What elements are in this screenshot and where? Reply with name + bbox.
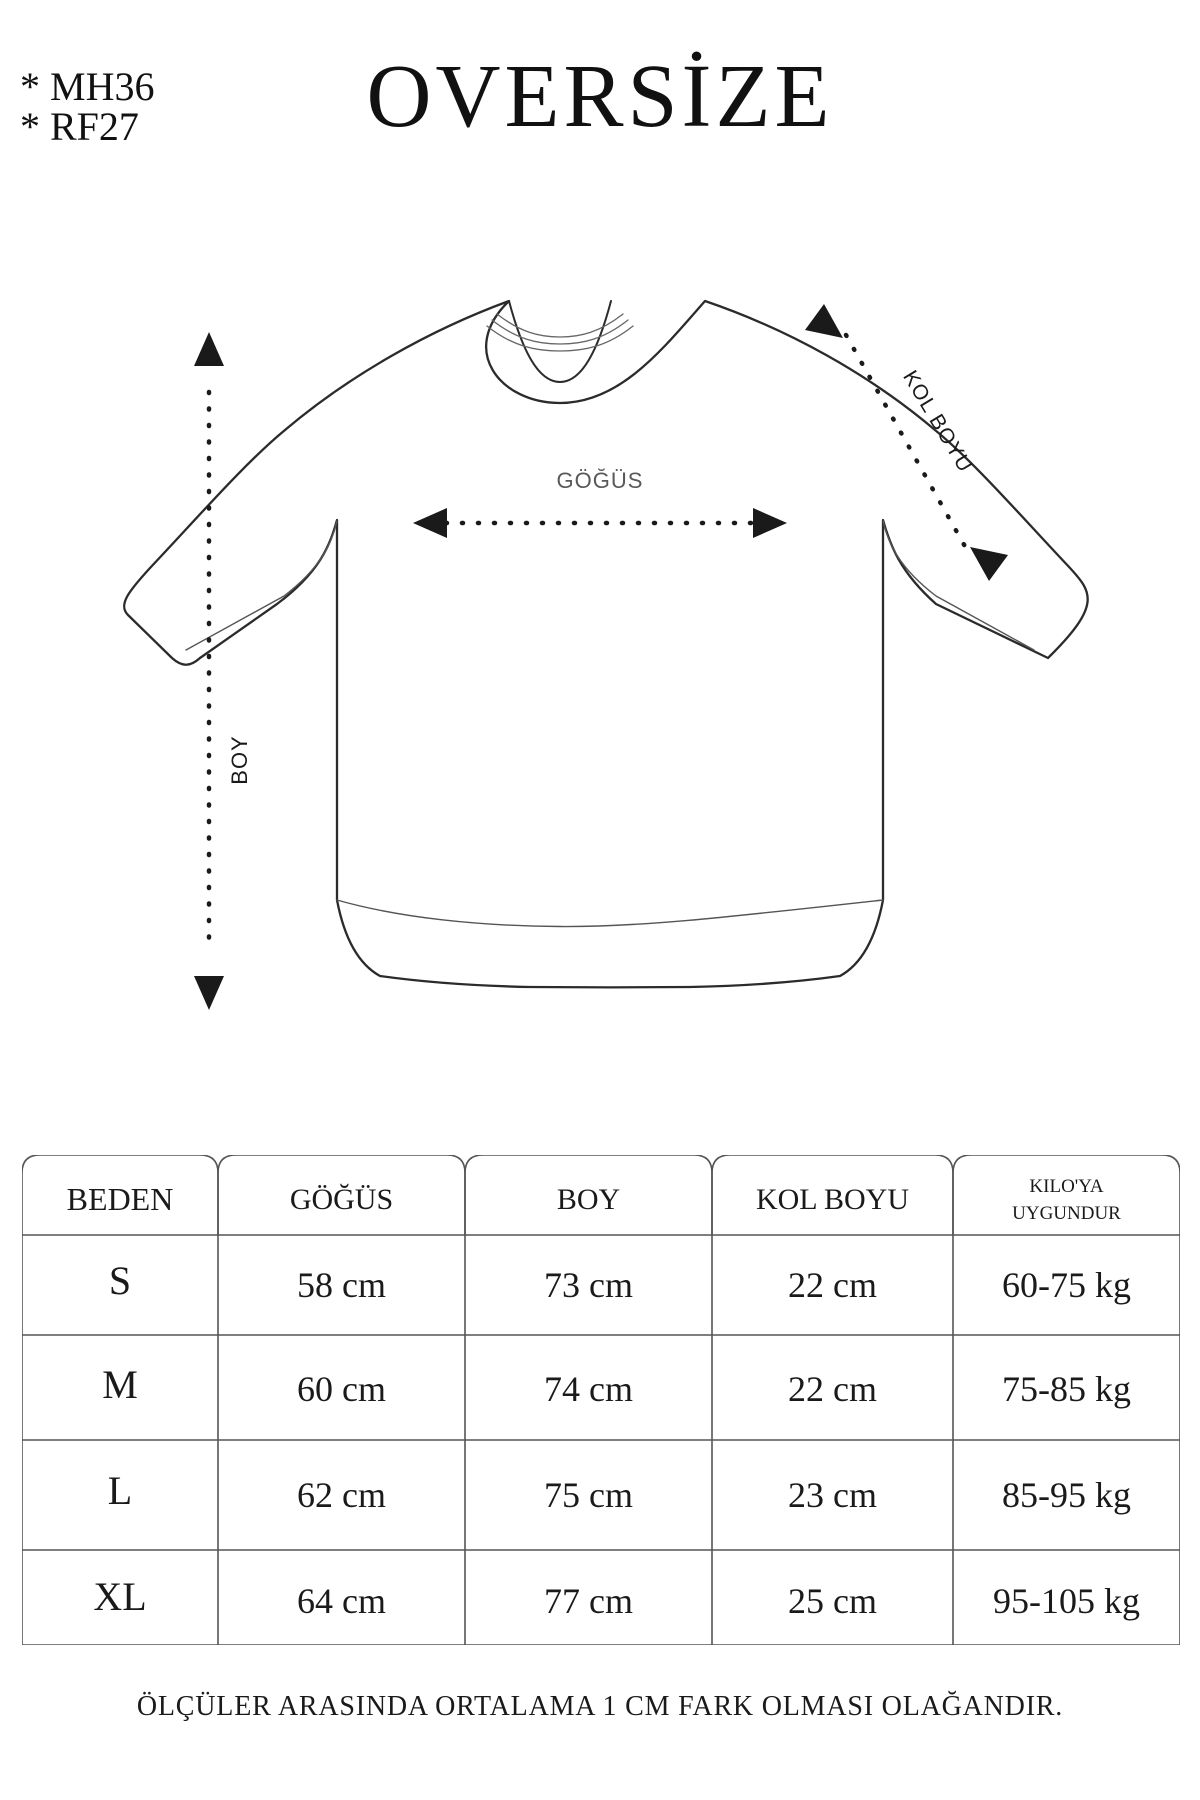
svg-text:GÖĞÜS: GÖĞÜS (557, 468, 644, 493)
svg-text:BOY: BOY (227, 735, 252, 784)
svg-text:KOL BOYU: KOL BOYU (898, 367, 977, 477)
